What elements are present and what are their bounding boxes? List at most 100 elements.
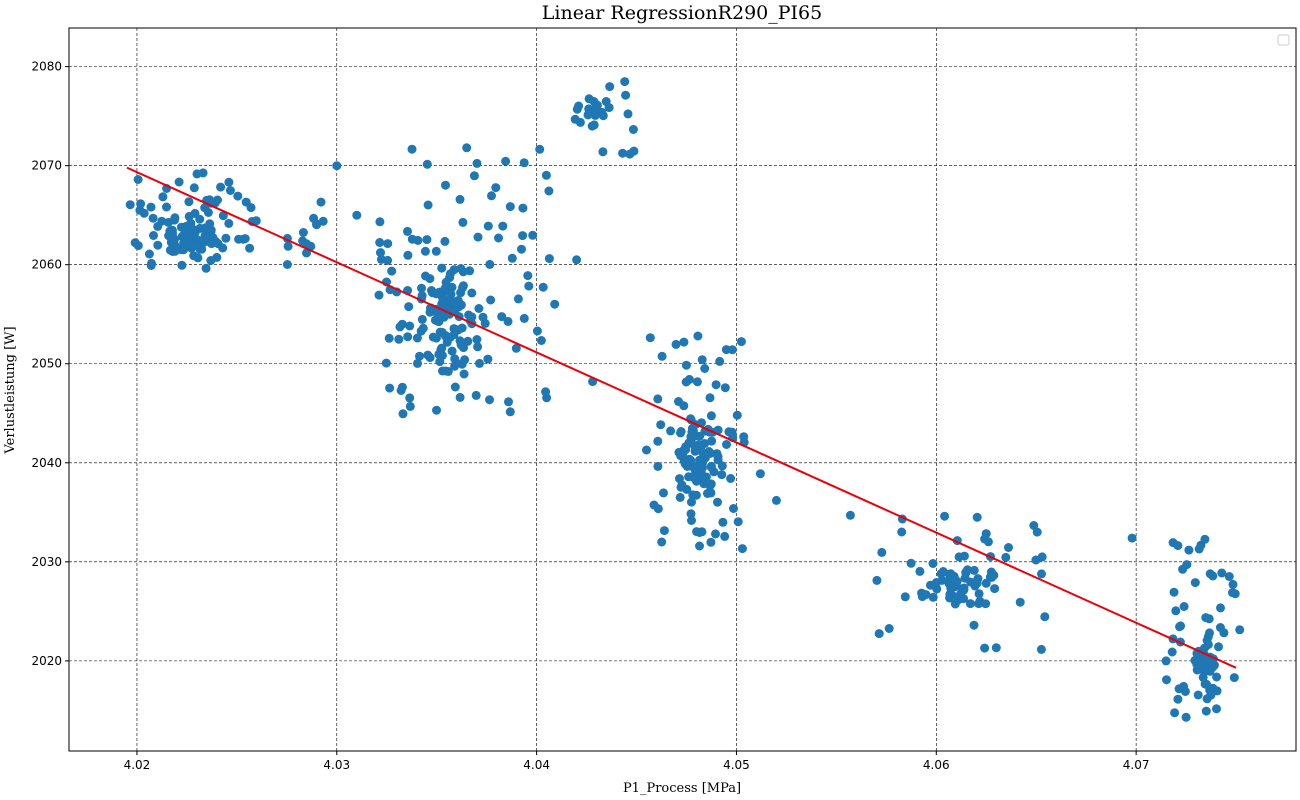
data-point <box>1202 694 1212 704</box>
data-point <box>397 382 407 392</box>
y-axis-ticks: 2020 2030 2040 2050 2060 2070 2080 <box>31 60 69 668</box>
data-point <box>1193 690 1203 700</box>
data-point <box>437 343 447 353</box>
data-point <box>677 480 687 490</box>
data-point <box>385 383 395 393</box>
data-point <box>192 169 202 179</box>
data-point <box>938 567 948 576</box>
data-point <box>459 369 469 379</box>
data-point <box>417 283 426 293</box>
data-point <box>692 476 701 486</box>
data-point <box>737 544 747 554</box>
data-point <box>224 218 234 228</box>
data-point <box>959 583 969 593</box>
data-point <box>225 186 235 195</box>
data-point <box>148 213 158 223</box>
data-point <box>483 354 493 364</box>
data-point <box>729 504 738 513</box>
data-point <box>437 263 447 273</box>
data-point <box>975 596 985 606</box>
data-point <box>952 576 962 586</box>
data-point <box>420 246 430 256</box>
data-point <box>441 366 451 376</box>
data-point <box>717 461 727 471</box>
data-point <box>1235 625 1245 635</box>
data-point <box>218 243 228 253</box>
data-point <box>1037 552 1047 562</box>
y-tick-label: 2020 <box>31 654 62 668</box>
data-point <box>483 221 493 231</box>
data-point <box>720 383 730 393</box>
data-point <box>931 578 941 587</box>
data-point <box>666 426 676 436</box>
data-point <box>1212 672 1222 682</box>
data-point <box>1216 603 1225 613</box>
data-point <box>706 461 716 471</box>
data-point <box>193 253 203 263</box>
data-point <box>403 250 413 260</box>
data-point <box>523 271 533 281</box>
data-point <box>149 231 158 240</box>
data-point <box>1179 602 1189 611</box>
data-point <box>657 351 667 361</box>
data-point <box>1040 612 1050 622</box>
data-point <box>618 148 628 158</box>
grid <box>69 28 1296 751</box>
data-point <box>1173 694 1183 704</box>
data-point <box>1001 552 1011 562</box>
data-point <box>158 192 168 202</box>
data-point <box>431 333 441 343</box>
data-point <box>240 234 250 244</box>
data-point <box>532 326 542 336</box>
data-point <box>659 488 668 498</box>
data-point <box>961 568 971 578</box>
data-point <box>425 353 435 363</box>
plot-frame <box>68 27 1297 752</box>
data-point <box>589 97 599 106</box>
data-point <box>519 158 529 168</box>
data-point <box>1015 597 1025 607</box>
data-points <box>125 77 1245 722</box>
data-point <box>981 578 991 588</box>
data-point <box>497 312 507 322</box>
data-point <box>447 346 457 356</box>
data-point <box>403 332 413 342</box>
data-point <box>944 579 954 589</box>
data-point <box>1169 587 1179 597</box>
data-point <box>528 230 538 240</box>
data-point <box>1029 521 1039 530</box>
data-point <box>713 497 722 507</box>
data-point <box>645 333 655 343</box>
data-point <box>352 210 362 220</box>
data-point <box>146 202 156 212</box>
data-point <box>404 302 414 312</box>
data-point <box>518 231 528 241</box>
data-point <box>1224 572 1234 581</box>
data-point <box>727 345 737 355</box>
data-point <box>432 405 441 415</box>
data-point <box>980 534 990 544</box>
data-point <box>375 217 385 227</box>
y-tick-label: 2070 <box>31 159 62 173</box>
data-point <box>376 254 386 264</box>
data-point <box>190 208 200 218</box>
data-point <box>177 232 187 242</box>
data-point <box>969 565 979 575</box>
data-point <box>505 407 515 417</box>
data-point <box>456 264 466 273</box>
data-point <box>1192 659 1202 669</box>
data-point <box>1196 540 1206 550</box>
data-point <box>473 342 483 352</box>
data-point <box>147 258 156 268</box>
data-point <box>605 82 615 92</box>
data-point <box>464 310 474 320</box>
data-point <box>415 351 424 361</box>
y-tick-label: 2050 <box>31 357 62 371</box>
data-point <box>535 144 545 154</box>
data-point <box>657 537 667 547</box>
data-point <box>679 401 689 411</box>
data-point <box>164 231 174 241</box>
data-point <box>1170 708 1180 718</box>
data-point <box>684 374 694 384</box>
data-point <box>991 643 1001 653</box>
